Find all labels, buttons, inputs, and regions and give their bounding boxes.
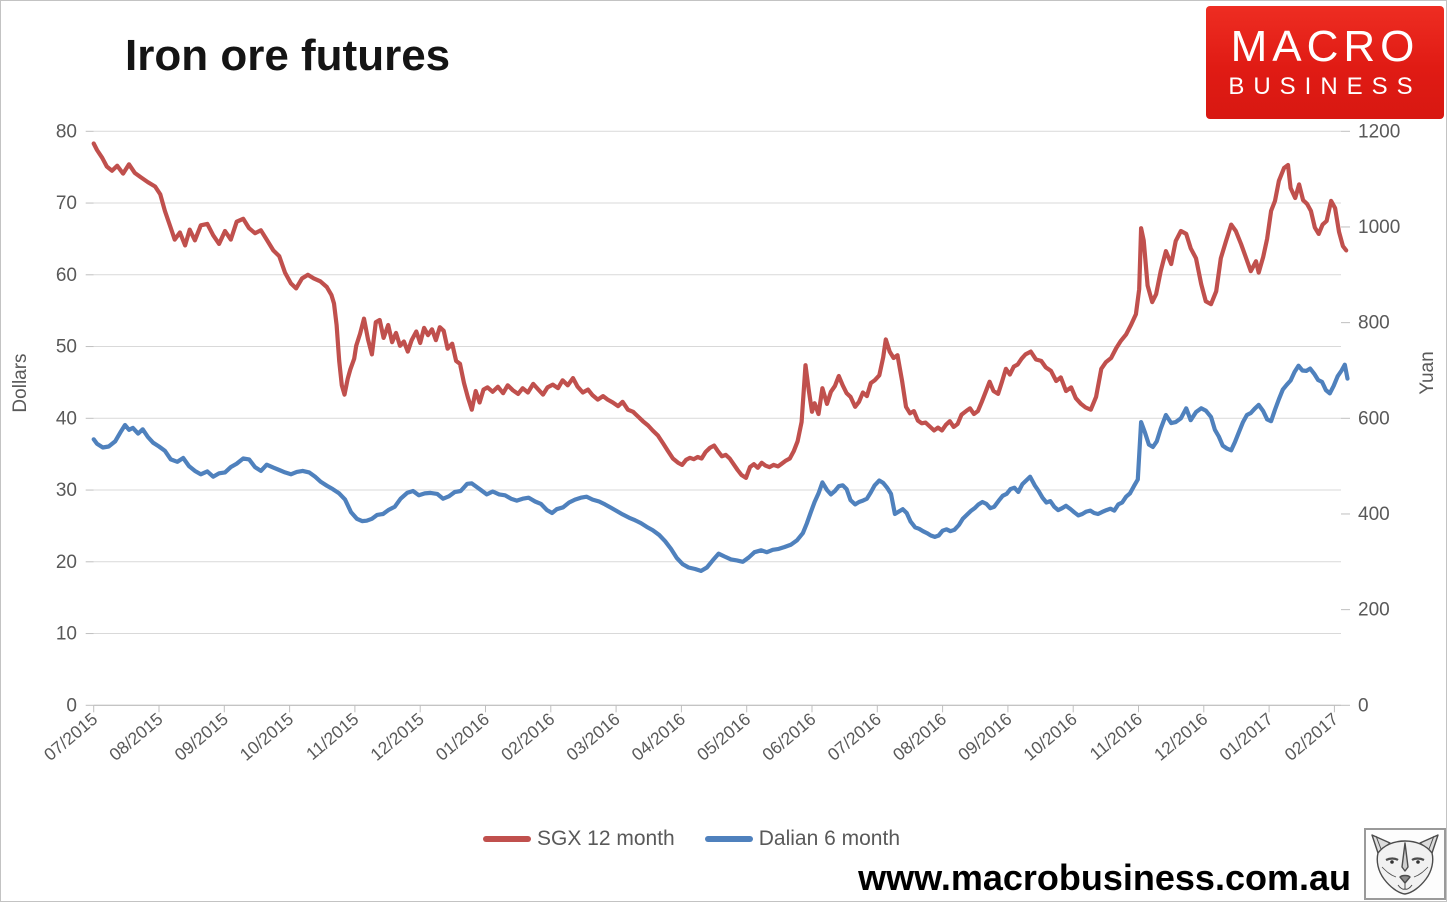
- page-title: Iron ore futures: [125, 31, 451, 80]
- x-axis-tick-label: 06/2016: [758, 709, 819, 765]
- series-line-dalian-6-month: [91, 362, 1350, 574]
- right-axis-title: Yuan: [1417, 351, 1438, 394]
- x-axis-tick-label: 04/2016: [628, 709, 689, 765]
- right-axis-tick-label: 400: [1358, 504, 1390, 525]
- logo-line1: MACRO: [1230, 21, 1420, 71]
- chart-legend: SGX 12 month Dalian 6 month: [483, 827, 900, 851]
- x-axis-tick-label: 08/2015: [105, 709, 166, 765]
- x-axis-tick-label: 03/2016: [562, 709, 623, 765]
- x-axis-tick-label: 12/2015: [366, 709, 427, 765]
- left-axis-tick-label: 40: [56, 408, 77, 429]
- series-line-sgx-12-month: [91, 141, 1349, 480]
- left-axis-tick-label: 60: [56, 265, 77, 286]
- left-axis-tick-label: 70: [56, 193, 77, 214]
- x-axis-tick-label: 10/2016: [1019, 709, 1080, 765]
- legend-label: SGX 12 month: [537, 827, 675, 850]
- macrobusiness-logo: MACRO BUSINESS: [1206, 6, 1444, 119]
- fox-logo-frame: [1364, 828, 1446, 900]
- x-axis-tick-label: 12/2016: [1150, 709, 1211, 765]
- left-axis-title: Dollars: [10, 353, 31, 412]
- legend-swatch: [483, 836, 531, 842]
- x-axis-tick-label: 01/2017: [1215, 709, 1276, 765]
- right-axis-tick-label: 600: [1358, 408, 1390, 429]
- left-axis-tick-label: 30: [56, 480, 77, 501]
- fox-sketch-icon: [1371, 834, 1439, 895]
- x-axis-tick-label: 02/2016: [497, 709, 558, 765]
- x-axis-tick-label: 08/2016: [889, 709, 950, 765]
- logo-line2: BUSINESS: [1228, 72, 1422, 100]
- right-axis-tick-label: 800: [1358, 313, 1390, 334]
- x-axis-tick-label: 09/2015: [171, 709, 232, 765]
- left-axis-tick-label: 80: [56, 121, 77, 142]
- left-axis-tick-label: 20: [56, 552, 77, 573]
- right-axis-tick-label: 1000: [1358, 217, 1400, 238]
- legend-item: Dalian 6 month: [704, 827, 900, 851]
- x-axis-tick-label: 11/2016: [1086, 709, 1146, 764]
- legend-label: Dalian 6 month: [758, 827, 900, 850]
- right-axis-tick-label: 0: [1358, 695, 1369, 716]
- left-axis-tick-label: 50: [56, 337, 77, 358]
- left-axis-tick-label: 0: [66, 695, 77, 716]
- right-axis-tick-label: 200: [1358, 600, 1390, 621]
- legend-swatch: [704, 836, 753, 842]
- x-axis-tick-label: 10/2015: [236, 709, 297, 765]
- left-axis-tick-label: 10: [56, 624, 77, 645]
- x-axis-tick-label: 07/2016: [824, 709, 885, 765]
- website-url: www.macrobusiness.com.au: [858, 857, 1351, 898]
- x-axis-tick-label: 09/2016: [954, 709, 1015, 765]
- x-axis-tick-label: 02/2017: [1281, 709, 1342, 765]
- legend-item: SGX 12 month: [483, 827, 675, 851]
- x-axis-tick-label: 11/2015: [302, 709, 362, 764]
- x-axis-tick-label: 05/2016: [693, 709, 754, 765]
- right-axis-tick-label: 1200: [1358, 121, 1400, 142]
- x-axis-tick-label: 01/2016: [432, 709, 493, 765]
- x-axis-tick-label: 07/2015: [40, 709, 101, 765]
